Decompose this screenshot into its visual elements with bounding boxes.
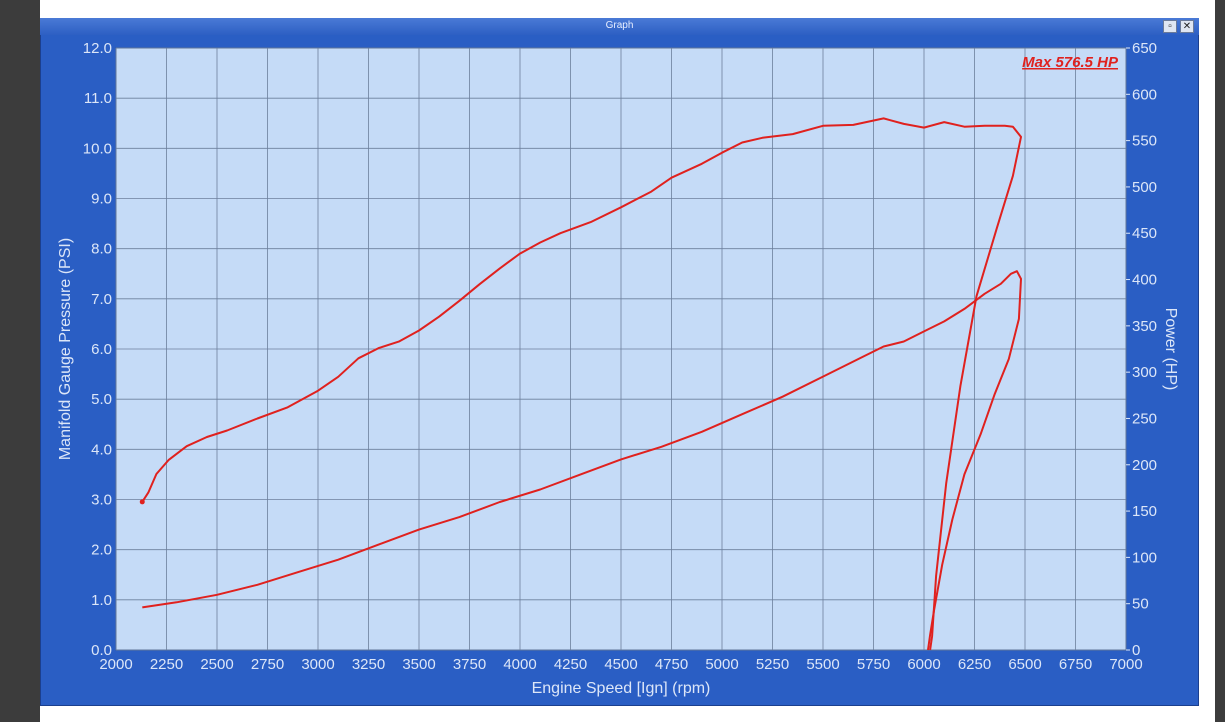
x-tick-label: 3750: [453, 656, 486, 673]
x-tick-label: 2250: [150, 656, 183, 673]
x-tick-label: 6750: [1059, 656, 1092, 673]
x-tick-label: 4250: [554, 656, 587, 673]
y2-axis-title: Power (HP): [1162, 308, 1179, 391]
window-title: Graph: [605, 20, 634, 31]
x-tick-label: 4000: [503, 656, 536, 673]
x-tick-label: 5250: [756, 656, 789, 673]
y2-tick-label: 600: [1132, 86, 1157, 103]
x-tick-label: 4500: [604, 656, 637, 673]
x-tick-label: 6000: [907, 656, 940, 673]
window-titlebar[interactable]: Graph ▫ ✕: [40, 18, 1199, 35]
y-tick-label: 7.0: [91, 291, 112, 308]
x-axis-title: Engine Speed [Ign] (rpm): [532, 680, 711, 697]
chart: 2000 2250 2500 2750 3000 3250 3500 3750 4000 4250…: [57, 40, 1179, 697]
y2-tick-label: 400: [1132, 272, 1157, 289]
y-tick-label: 0.0: [91, 642, 112, 659]
y-tick-label: 11.0: [84, 90, 112, 107]
power-curve: [141, 117, 1022, 651]
y2-tick-label: 350: [1132, 318, 1157, 335]
y-tick-label: 1.0: [91, 592, 112, 609]
y-tick-label: 10.0: [83, 140, 112, 157]
x-tick-label: 6250: [958, 656, 991, 673]
y2-tick-label: 150: [1132, 503, 1157, 520]
y-tick-label: 3.0: [91, 492, 112, 509]
graph-window: Graph ▫ ✕ 2000 2250 2500 2750 3000 3250 3500 37…: [40, 18, 1199, 706]
y-tick-label: 5.0: [91, 391, 112, 408]
x-tick-label: 2000: [99, 656, 132, 673]
y2-tick-label: 250: [1132, 410, 1157, 427]
x-tick-label: 6500: [1008, 656, 1041, 673]
x-tick-label: 7000: [1109, 656, 1142, 673]
x-tick-label: 4750: [655, 656, 688, 673]
power-start-point: [139, 499, 145, 505]
y2-tick-label: 50: [1132, 596, 1149, 613]
x-tick-label: 2750: [251, 656, 284, 673]
y-tick-label: 6.0: [91, 341, 112, 358]
y-tick-label: 2.0: [91, 542, 112, 559]
y-axis-title: Manifold Gauge Pressure (PSI): [57, 238, 74, 460]
x-tick-label: 3000: [301, 656, 334, 673]
y2-tick-label: 300: [1132, 364, 1157, 381]
max-power-annotation: Max 576.5 HP: [1022, 54, 1119, 71]
y-tick-label: 9.0: [91, 191, 112, 208]
x-tick-label: 5750: [857, 656, 890, 673]
x-tick-label: 5500: [806, 656, 839, 673]
y2-tick-label: 550: [1132, 133, 1157, 150]
close-button[interactable]: ✕: [1180, 20, 1194, 33]
x-tick-label: 3500: [402, 656, 435, 673]
y2-tick-label: 650: [1132, 40, 1157, 57]
y2-tick-label: 450: [1132, 225, 1157, 242]
y-tick-label: 8.0: [91, 241, 112, 258]
x-tick-label: 3250: [352, 656, 385, 673]
restore-button[interactable]: ▫: [1163, 20, 1177, 33]
y2-tick-label: 0: [1132, 642, 1140, 659]
y2-tick-label: 200: [1132, 457, 1157, 474]
x-tick-label: 2500: [200, 656, 233, 673]
pressure-curve: [142, 270, 1022, 651]
y-tick-label: 4.0: [91, 441, 112, 458]
y2-tick-label: 500: [1132, 179, 1157, 196]
y2-tick-label: 100: [1132, 549, 1157, 566]
y-tick-label: 12.0: [83, 40, 112, 57]
x-tick-label: 5000: [705, 656, 738, 673]
